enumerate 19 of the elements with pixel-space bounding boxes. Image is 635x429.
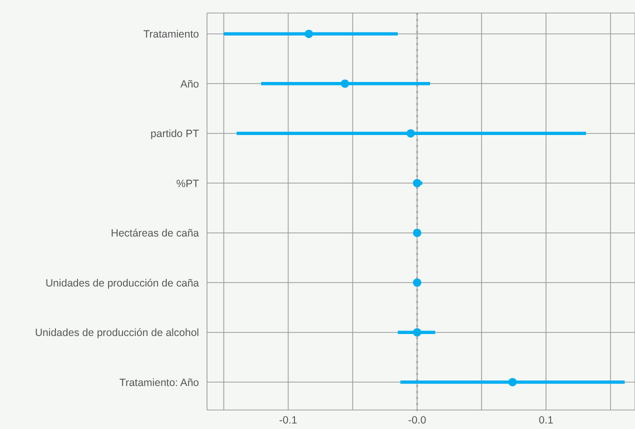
x-tick-label: -0.1: [279, 414, 298, 426]
point: [304, 30, 314, 38]
y-tick-label: Año: [180, 78, 200, 90]
point: [406, 129, 415, 138]
point: [412, 328, 422, 337]
point: [412, 228, 422, 238]
y-tick-label: Tratamiento: Año: [119, 376, 200, 389]
y-tick-label: Hectáreas de caña: [110, 228, 200, 240]
y-tick-label: Tratamiento: [143, 28, 200, 41]
y-tick-label: partido PT: [150, 128, 200, 140]
x-tick-label: -0.0: [408, 414, 426, 426]
y-tick-label: Unidades de producción de caña: [45, 277, 200, 290]
y-tick-label: %PT: [176, 178, 200, 190]
point: [340, 79, 350, 88]
y-tick-label: Unidades de producción de alcohol: [34, 327, 199, 340]
point: [412, 178, 422, 188]
point: [508, 378, 517, 386]
x-tick-label: 0.1: [538, 414, 554, 426]
point: [412, 278, 422, 287]
